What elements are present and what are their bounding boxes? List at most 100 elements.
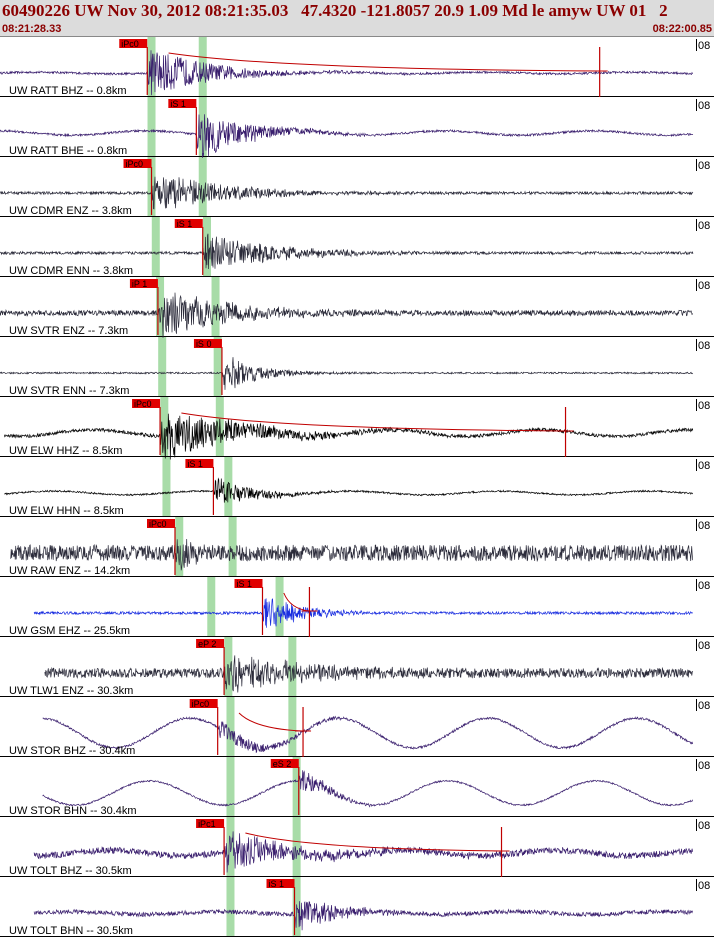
phase-pick-box[interactable] [196, 639, 225, 648]
channel-label: UW STOR BHZ -- 30.4km [9, 745, 135, 757]
phase-pick-label[interactable]: iS 0 [196, 339, 212, 349]
coda-fit-line [245, 832, 502, 852]
phase-pick-label[interactable]: iPc0 [149, 519, 167, 529]
phase-pick-label[interactable]: iPc0 [192, 699, 210, 709]
phase-band [156, 277, 165, 337]
phase-band [151, 217, 160, 277]
phase-band [275, 577, 284, 637]
waveform-trace [44, 655, 694, 693]
phase-pick-box[interactable] [119, 39, 148, 48]
waveform-trace [0, 233, 694, 270]
phase-pick-label[interactable]: iS 1 [236, 579, 252, 589]
phase-pick-label[interactable]: iPc0 [134, 399, 152, 409]
waveform-trace [0, 114, 694, 158]
channel-label: UW STOR BHN -- 30.4km [9, 805, 137, 817]
phase-pick-box[interactable] [189, 699, 218, 708]
phase-pick-box[interactable] [193, 339, 222, 348]
channel-label: UW GSM EHZ -- 25.5km [9, 625, 130, 637]
channel-label: UW TLW1 ENZ -- 30.3km [9, 685, 133, 697]
channel-label: UW RATT BHZ -- 0.8km [9, 85, 127, 97]
coda-fit-line [181, 412, 566, 432]
edge-time-label: 08 [698, 400, 710, 412]
phase-pick-box[interactable] [146, 519, 175, 528]
coda-fits [168, 47, 608, 877]
phase-band [228, 517, 237, 577]
phase-pick-label[interactable]: iS 1 [177, 219, 193, 229]
phase-pick-box[interactable] [132, 399, 161, 408]
phase-pick-box[interactable] [129, 279, 158, 288]
phase-band [292, 757, 301, 817]
phase-band [211, 277, 220, 337]
start-time-label: 08:21:28.33 [2, 23, 62, 35]
edge-time-label: 08 [698, 640, 710, 652]
channel-label: UW TOLT BHZ -- 30.5km [9, 865, 132, 877]
edge-time-label: 08 [698, 760, 710, 772]
edge-time-label: 08 [698, 40, 710, 52]
phase-band [226, 877, 235, 937]
waveform-trace [0, 176, 694, 210]
channel-label: UW SVTR ENN -- 7.3km [9, 385, 129, 397]
waveform-trace [42, 715, 694, 754]
phase-pick-label[interactable]: iPc0 [126, 159, 144, 169]
phase-pick-box[interactable] [196, 819, 225, 828]
channel-label: UW ELW HHN -- 8.5km [9, 505, 124, 517]
edge-time-label: 08 [698, 580, 710, 592]
edge-time-label: 08 [698, 820, 710, 832]
phase-band [226, 697, 235, 757]
phase-pick-box[interactable] [270, 759, 299, 768]
channel-label: UW CDMR ENZ -- 3.8km [9, 205, 132, 217]
channel-label: UW ELW HHZ -- 8.5km [9, 445, 122, 457]
waveform-trace [0, 357, 694, 390]
waveform-trace [33, 598, 693, 628]
channel-dividers [0, 39, 714, 937]
phase-band [288, 637, 297, 697]
phase-pick-label[interactable]: iP 1 [132, 279, 147, 289]
phase-pick-box[interactable] [266, 879, 295, 888]
end-time-label: 08:22:00.85 [652, 23, 712, 35]
phase-pick-label[interactable]: eS 2 [273, 759, 292, 769]
channel-label: UW RAW ENZ -- 14.2km [9, 565, 130, 577]
edge-time-label: 08 [698, 520, 710, 532]
phase-pick-box[interactable] [123, 159, 152, 168]
phase-band [147, 97, 156, 157]
phase-band [162, 457, 171, 517]
edge-time-label: 08 [698, 220, 710, 232]
phase-band [207, 577, 216, 637]
waveform-trace [3, 413, 694, 460]
edge-time-label: 08 [698, 280, 710, 292]
phase-band [213, 337, 222, 397]
phase-band [158, 337, 167, 397]
waveform-trace [0, 292, 693, 338]
edge-time-label: 08 [698, 160, 710, 172]
phase-band [292, 817, 301, 877]
channel-labels: 08 UW RATT BHZ -- 0.8km 08 UW RATT BHE -- 0… [9, 40, 710, 937]
coda-fit-line [168, 52, 600, 72]
waveform-trace [33, 901, 693, 931]
phase-band [226, 757, 235, 817]
phase-pick-label[interactable]: iPc0 [121, 39, 139, 49]
waveform-trace [0, 50, 694, 96]
phase-pick-label[interactable]: iPc1 [198, 819, 216, 829]
edge-time-label: 08 [698, 700, 710, 712]
phase-pick-label[interactable]: eP 2 [198, 639, 216, 649]
phase-band [198, 157, 207, 217]
edge-time-label: 08 [698, 460, 710, 472]
phase-pick-box[interactable] [185, 459, 214, 468]
phase-band [288, 697, 297, 757]
channel-label: UW CDMR ENN -- 3.8km [9, 265, 133, 277]
phase-pick-label[interactable]: iS 1 [170, 99, 186, 109]
channel-label: UW TOLT BHN -- 30.5km [9, 925, 133, 937]
phase-pick-label[interactable]: iS 1 [269, 879, 285, 889]
phase-picks[interactable]: iPc0 iS 1 iPc0 iS 1 iP 1 iS 0 iPc0 iS 1 iPc0 iS 1… [119, 39, 300, 935]
phase-pick-box[interactable] [174, 219, 203, 228]
channel-traces [0, 50, 694, 931]
phase-band [160, 397, 169, 457]
event-title: 60490226 UW Nov 30, 2012 08:21:35.03 47.… [2, 1, 668, 20]
phase-pick-box[interactable] [234, 579, 263, 588]
waveform-trace [4, 477, 694, 503]
edge-time-label: 08 [698, 100, 710, 112]
channel-label: UW RATT BHE -- 0.8km [9, 145, 127, 157]
phase-pick-label[interactable]: iS 1 [187, 459, 203, 469]
seismogram-plot[interactable]: iPc0 iS 1 iPc0 iS 1 iP 1 iS 0 iPc0 iS 1 iPc0 iS 1… [0, 37, 714, 938]
phase-pick-box[interactable] [168, 99, 197, 108]
